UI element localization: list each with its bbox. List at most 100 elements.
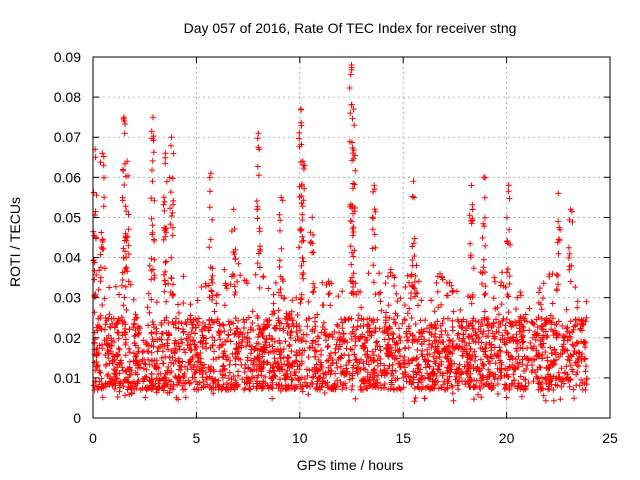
data-point <box>178 364 185 370</box>
data-point <box>538 315 545 322</box>
data-point <box>202 283 209 290</box>
data-point <box>187 347 194 354</box>
data-point <box>110 315 117 322</box>
data-point <box>125 251 132 257</box>
data-point <box>254 378 261 385</box>
data-point <box>299 203 306 210</box>
data-point <box>283 386 290 393</box>
data-point <box>170 281 177 288</box>
x-tick-label: 15 <box>395 430 411 446</box>
data-point <box>189 374 196 381</box>
data-point <box>519 356 526 363</box>
data-point <box>463 318 470 325</box>
data-point <box>295 376 302 383</box>
data-point <box>116 291 122 298</box>
data-point <box>317 386 323 393</box>
data-point <box>310 231 317 238</box>
data-point <box>267 361 274 368</box>
data-point <box>165 320 172 326</box>
data-point <box>547 312 554 319</box>
data-point <box>504 291 511 298</box>
data-point <box>101 174 107 181</box>
data-point <box>226 321 233 328</box>
data-point <box>482 290 489 297</box>
data-point <box>285 362 291 369</box>
data-point <box>377 382 384 389</box>
data-point <box>269 395 276 402</box>
data-point <box>280 325 287 332</box>
data-point <box>286 354 292 361</box>
data-point <box>218 341 225 348</box>
data-point <box>532 336 539 343</box>
data-point <box>526 305 533 312</box>
data-point <box>185 359 192 366</box>
data-point <box>296 362 303 369</box>
data-point <box>539 355 546 362</box>
data-point <box>214 316 221 323</box>
data-point <box>437 369 444 376</box>
data-point <box>518 393 525 400</box>
data-point <box>385 351 392 357</box>
data-point <box>536 364 543 370</box>
data-point <box>504 238 510 245</box>
data-point <box>557 376 564 383</box>
data-point <box>575 356 582 362</box>
data-point <box>331 328 338 335</box>
data-point <box>256 246 263 253</box>
data-point <box>210 356 217 363</box>
data-point <box>582 344 589 351</box>
data-point <box>353 291 360 298</box>
data-point <box>111 356 118 363</box>
data-point <box>478 394 485 401</box>
data-point <box>372 384 379 391</box>
x-tick-label: 10 <box>292 430 308 446</box>
data-point <box>460 331 467 338</box>
data-point <box>343 365 350 372</box>
data-point <box>514 294 521 301</box>
data-point <box>428 385 435 392</box>
data-point <box>494 381 501 387</box>
data-point <box>167 221 174 228</box>
data-point <box>547 361 554 368</box>
data-point <box>178 320 185 327</box>
data-point <box>312 353 319 360</box>
data-point <box>215 386 222 393</box>
data-point <box>371 373 378 380</box>
data-point <box>372 346 379 353</box>
data-point <box>206 174 213 181</box>
data-point <box>518 321 525 328</box>
data-point <box>517 373 524 380</box>
data-point <box>180 326 186 333</box>
data-point <box>540 295 546 302</box>
data-point <box>323 281 330 288</box>
data-point <box>132 311 139 318</box>
data-point <box>495 324 502 331</box>
data-point <box>305 354 312 361</box>
data-point <box>131 316 138 323</box>
data-point <box>170 150 177 157</box>
data-point <box>456 361 463 368</box>
data-point <box>482 381 489 388</box>
data-point <box>386 314 393 321</box>
data-point <box>567 362 574 369</box>
data-point <box>170 197 177 204</box>
data-point <box>526 327 533 334</box>
data-point <box>498 373 505 379</box>
data-point <box>412 394 419 401</box>
data-point <box>497 282 504 289</box>
data-point <box>109 351 116 358</box>
data-point <box>157 370 164 377</box>
data-point <box>294 333 301 340</box>
data-point <box>497 347 503 354</box>
data-point <box>527 339 534 346</box>
data-point <box>162 353 169 360</box>
data-point <box>319 279 326 286</box>
data-point <box>339 386 346 393</box>
data-point <box>288 348 295 355</box>
data-point <box>241 386 248 393</box>
data-point <box>160 387 167 394</box>
data-point <box>505 188 512 195</box>
data-point <box>460 348 466 355</box>
data-point <box>185 377 192 384</box>
data-point <box>256 225 263 232</box>
